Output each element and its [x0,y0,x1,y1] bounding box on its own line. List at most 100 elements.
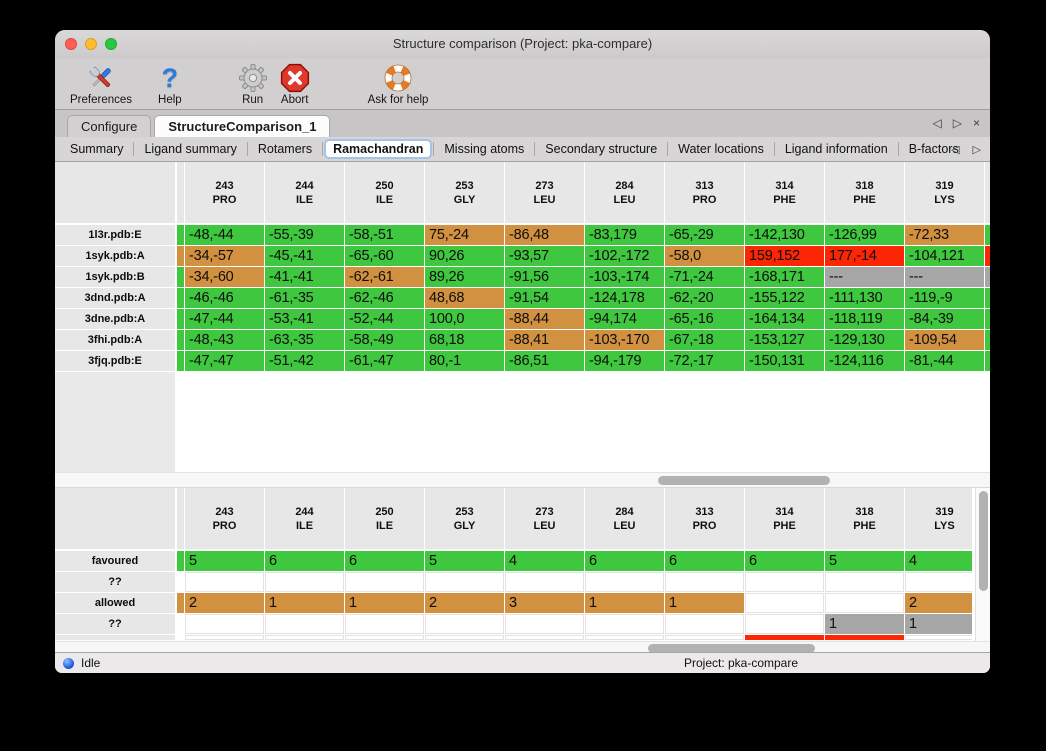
data-cell[interactable]: -88,44 [505,309,584,329]
data-cell[interactable]: -126,99 [825,225,904,245]
data-cell[interactable]: -86,48 [505,225,584,245]
row-label[interactable] [55,635,175,640]
data-cell[interactable]: -124,178 [585,288,664,308]
data-cell[interactable]: -34,-60 [185,267,264,287]
data-cell[interactable] [505,572,584,592]
data-cell[interactable]: -55,-39 [265,225,344,245]
data-cell[interactable] [905,572,972,592]
data-cell[interactable]: -118,119 [825,309,904,329]
data-cell[interactable] [825,572,904,592]
data-cell[interactable]: --- [905,267,984,287]
data-cell[interactable]: -45,-41 [265,246,344,266]
data-cell[interactable]: 80,-1 [425,351,504,371]
data-cell[interactable]: 1 [585,593,664,613]
data-cell[interactable] [745,593,824,613]
row-label[interactable]: 1syk.pdb:B [55,267,175,287]
tab-close-icon[interactable]: × [973,116,980,130]
row-label[interactable]: 1l3r.pdb:E [55,225,175,245]
data-cell[interactable]: -109,54 [905,330,984,350]
data-cell[interactable]: -94,174 [585,309,664,329]
abort-button[interactable]: Abort [275,62,315,106]
data-cell[interactable]: 68,18 [425,330,504,350]
data-cell[interactable]: 1 [825,614,904,634]
data-cell[interactable]: -103,-170 [585,330,664,350]
data-cell[interactable]: -168,171 [745,267,824,287]
data-cell[interactable]: 2 [905,593,972,613]
data-cell[interactable] [505,635,584,640]
data-cell[interactable] [745,614,824,634]
data-cell[interactable]: 6 [265,551,344,571]
vscrollbar-thumb[interactable] [979,491,988,591]
data-cell[interactable]: -41,-41 [265,267,344,287]
row-label[interactable]: favoured [55,551,175,571]
tab-structurecomparison-1[interactable]: StructureComparison_1 [154,115,330,137]
data-cell[interactable]: -62,-61 [345,267,424,287]
data-cell[interactable]: -155,122 [745,288,824,308]
hscrollbar-thumb[interactable] [648,644,815,652]
data-cell[interactable]: 177,-14 [825,246,904,266]
data-cell[interactable]: -91,56 [505,267,584,287]
data-cell[interactable]: 1 [905,614,972,634]
data-cell[interactable]: 6 [345,551,424,571]
data-cell[interactable] [825,635,904,640]
data-cell[interactable]: -48,-44 [185,225,264,245]
data-cell[interactable]: 3 [505,593,584,613]
zoom-window-button[interactable] [105,38,117,50]
data-cell[interactable]: -81,-44 [905,351,984,371]
data-cell[interactable] [505,614,584,634]
data-cell[interactable] [825,593,904,613]
data-cell[interactable]: -129,130 [825,330,904,350]
data-cell[interactable]: -47,-44 [185,309,264,329]
help-button[interactable]: ? Help [153,62,187,106]
data-cell[interactable]: -119,-9 [905,288,984,308]
data-cell[interactable]: -65,-16 [665,309,744,329]
top-table-hscrollbar[interactable] [55,472,990,488]
data-cell[interactable]: -164,134 [745,309,824,329]
subtab-ligand-summary[interactable]: Ligand summary [135,140,245,158]
subtab-ramachandran[interactable]: Ramachandran [324,139,432,159]
data-cell[interactable]: -111,130 [825,288,904,308]
data-cell[interactable] [745,635,824,640]
data-cell[interactable] [425,572,504,592]
minimize-window-button[interactable] [85,38,97,50]
data-cell[interactable]: -86,51 [505,351,584,371]
data-cell[interactable]: -65,-29 [665,225,744,245]
data-cell[interactable]: 1 [265,593,344,613]
subtab-next-icon[interactable]: ▷ [973,143,981,156]
data-cell[interactable] [585,614,664,634]
ask-for-help-button[interactable]: Ask for help [363,62,434,106]
data-cell[interactable]: -65,-60 [345,246,424,266]
data-cell[interactable] [265,635,344,640]
data-cell[interactable]: 5 [425,551,504,571]
data-cell[interactable]: -62,-20 [665,288,744,308]
data-cell[interactable]: -53,-41 [265,309,344,329]
data-cell[interactable]: -63,-35 [265,330,344,350]
data-cell[interactable]: 4 [905,551,972,571]
data-cell[interactable]: 1 [665,593,744,613]
data-cell[interactable]: -62,-46 [345,288,424,308]
row-label[interactable]: allowed [55,593,175,613]
row-label[interactable]: 1syk.pdb:A [55,246,175,266]
data-cell[interactable]: -58,0 [665,246,744,266]
data-cell[interactable]: 2 [425,593,504,613]
data-cell[interactable] [345,572,424,592]
data-cell[interactable]: -88,41 [505,330,584,350]
data-cell[interactable]: -153,127 [745,330,824,350]
run-button[interactable]: Run [233,62,273,106]
data-cell[interactable]: -84,-39 [905,309,984,329]
tab-configure[interactable]: Configure [67,115,151,137]
data-cell[interactable] [345,614,424,634]
data-cell[interactable]: -61,-35 [265,288,344,308]
row-label[interactable]: ?? [55,614,175,634]
data-cell[interactable] [745,572,824,592]
summary-table-vscrollbar[interactable] [975,488,990,641]
data-cell[interactable]: -94,-179 [585,351,664,371]
data-cell[interactable] [345,635,424,640]
data-cell[interactable] [265,572,344,592]
data-cell[interactable] [425,635,504,640]
subtab-rotamers[interactable]: Rotamers [249,140,321,158]
data-cell[interactable] [905,635,972,640]
data-cell[interactable]: -102,-172 [585,246,664,266]
data-cell[interactable]: 6 [585,551,664,571]
data-cell[interactable] [585,635,664,640]
